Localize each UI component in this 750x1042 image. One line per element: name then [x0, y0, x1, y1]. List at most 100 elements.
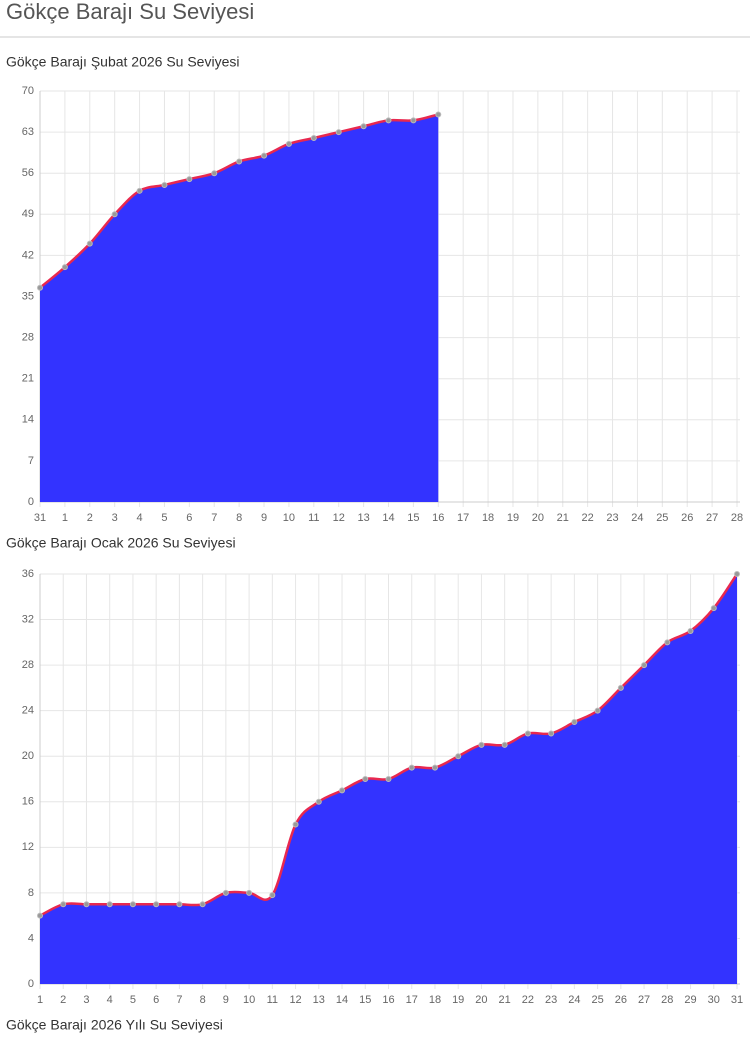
x-tick-label: 20	[475, 994, 487, 1006]
x-tick-label: 9	[261, 512, 267, 524]
y-tick-label: 0	[28, 496, 34, 508]
y-tick-label: 36	[22, 568, 34, 580]
point	[524, 730, 531, 737]
point	[222, 889, 229, 896]
x-tick-label: 21	[499, 994, 511, 1006]
x-tick-label: 18	[482, 512, 494, 524]
y-tick-label: 28	[22, 332, 34, 344]
x-tick-label: 25	[591, 994, 603, 1006]
x-tick-label: 8	[200, 994, 206, 1006]
chart-title: Gökçe Barajı Ocak 2026 Su Seviyesi	[6, 535, 236, 551]
y-tick-label: 21	[22, 373, 34, 385]
x-tick-label: 1	[62, 512, 68, 524]
y-tick-label: 28	[22, 659, 34, 671]
y-tick-label: 49	[22, 208, 34, 220]
x-tick-label: 8	[236, 512, 242, 524]
x-tick-label: 19	[507, 512, 519, 524]
x-tick-label: 28	[661, 994, 673, 1006]
x-tick-label: 5	[161, 512, 167, 524]
x-tick-label: 6	[186, 512, 192, 524]
y-tick-label: 7	[28, 455, 34, 467]
chart-title: Gökçe Barajı Şubat 2026 Su Seviyesi	[6, 54, 239, 70]
x-tick-label: 5	[130, 994, 136, 1006]
x-tick-label: 10	[243, 994, 255, 1006]
x-tick-label: 2	[60, 994, 66, 1006]
point	[292, 821, 299, 828]
point	[362, 776, 369, 782]
x-tick-label: 3	[112, 512, 118, 524]
y-tick-label: 42	[22, 249, 34, 261]
point	[83, 901, 90, 908]
x-tick-label: 31	[34, 512, 46, 524]
x-tick-label: 15	[359, 994, 371, 1006]
x-tick-label: 2	[87, 512, 93, 524]
x-tick-label: 4	[107, 994, 113, 1006]
point	[106, 901, 113, 908]
point	[246, 889, 253, 896]
point	[211, 170, 218, 177]
y-tick-label: 24	[22, 705, 34, 717]
x-tick-label: 13	[313, 994, 325, 1006]
x-tick-label: 24	[568, 994, 580, 1006]
point	[478, 741, 485, 748]
y-tick-label: 32	[22, 613, 34, 625]
x-tick-label: 27	[638, 994, 650, 1006]
x-tick-label: 12	[333, 512, 345, 524]
y-tick-label: 12	[22, 841, 34, 853]
x-tick-label: 21	[557, 512, 569, 524]
point	[310, 134, 317, 141]
x-tick-label: 26	[681, 512, 693, 524]
x-tick-label: 17	[457, 512, 469, 524]
x-tick-label: 24	[631, 512, 643, 524]
point	[408, 764, 415, 771]
section-heading: Gökçe Barajı 2026 Yılı Su Seviyesi	[6, 1017, 223, 1033]
x-tick-label: 14	[336, 994, 348, 1006]
point	[161, 181, 168, 188]
x-tick-label: 16	[432, 512, 444, 524]
y-tick-label: 16	[22, 796, 34, 808]
x-tick-label: 25	[656, 512, 668, 524]
point	[285, 140, 292, 147]
point	[385, 117, 392, 124]
point	[594, 707, 601, 714]
x-tick-label: 12	[289, 994, 301, 1006]
x-tick-label: 6	[153, 994, 159, 1006]
point	[129, 901, 136, 908]
point	[61, 264, 68, 271]
x-tick-label: 18	[429, 994, 441, 1006]
point	[641, 662, 648, 669]
x-tick-label: 23	[606, 512, 618, 524]
x-tick-label: 1	[37, 994, 43, 1006]
point	[617, 684, 624, 691]
x-tick-label: 19	[452, 994, 464, 1006]
point	[315, 798, 322, 805]
y-tick-label: 8	[28, 887, 34, 899]
y-tick-label: 35	[22, 290, 34, 302]
point	[335, 129, 342, 136]
point	[199, 901, 206, 908]
x-tick-label: 22	[522, 994, 534, 1006]
x-tick-label: 7	[176, 994, 182, 1006]
point	[431, 764, 438, 771]
x-tick-label: 30	[708, 994, 720, 1006]
x-tick-label: 4	[137, 512, 143, 524]
x-tick-label: 28	[731, 512, 743, 524]
x-tick-label: 16	[382, 994, 394, 1006]
x-tick-label: 11	[308, 512, 319, 524]
x-tick-label: 29	[684, 994, 696, 1006]
x-tick-label: 11	[267, 994, 278, 1006]
x-tick-label: 14	[382, 512, 394, 524]
point	[261, 152, 268, 159]
point	[186, 176, 193, 183]
y-tick-label: 0	[28, 978, 34, 990]
y-tick-label: 70	[22, 85, 34, 97]
x-tick-label: 7	[211, 512, 217, 524]
point	[385, 776, 392, 782]
x-tick-label: 10	[283, 512, 295, 524]
x-tick-label: 3	[83, 994, 89, 1006]
point	[339, 787, 346, 794]
point	[664, 639, 671, 646]
point	[269, 892, 276, 899]
y-tick-label: 4	[28, 932, 34, 944]
